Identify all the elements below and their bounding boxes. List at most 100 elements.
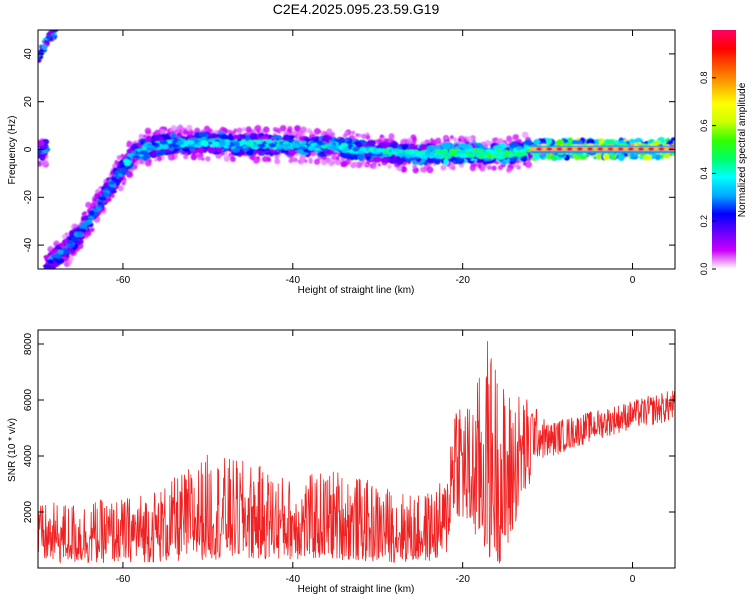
snr-xtick-label: 0 bbox=[630, 574, 636, 585]
spectrogram-core bbox=[283, 143, 292, 148]
spectrogram-halo bbox=[116, 155, 122, 161]
spectrogram-core bbox=[330, 144, 338, 151]
spectrogram-halo bbox=[326, 128, 333, 135]
spectrogram-core bbox=[118, 168, 127, 172]
spectrogram-halo bbox=[177, 124, 184, 130]
spectrogram-halo bbox=[397, 166, 402, 172]
colorbar-tick-label: 0.2 bbox=[699, 215, 709, 228]
spectrogram-core bbox=[307, 145, 315, 151]
spectrogram-halo bbox=[380, 134, 384, 138]
spectrogram-halo bbox=[377, 163, 381, 167]
spectrogram-cell bbox=[654, 153, 661, 161]
spectrogram-halo bbox=[223, 155, 231, 162]
colorbar-tick-label: 0.0 bbox=[699, 263, 709, 276]
spectrogram-cell bbox=[617, 153, 625, 162]
spectrogram-core bbox=[233, 141, 241, 147]
spectrogram-halo bbox=[205, 156, 211, 162]
spectrogram-halo bbox=[440, 164, 447, 171]
spectrogram-cell bbox=[629, 138, 636, 146]
snr-xtick-label: -40 bbox=[286, 574, 301, 585]
spectrogram-alias-cell bbox=[38, 53, 41, 58]
spectrogram-cell bbox=[533, 139, 541, 146]
spectrogram-core bbox=[151, 142, 158, 146]
spectrogram-halo bbox=[63, 261, 69, 267]
spectrogram-cell bbox=[288, 148, 297, 156]
snr-xtick-label: -60 bbox=[116, 574, 131, 585]
spectrogram-halo bbox=[342, 133, 348, 138]
spectrogram-halo bbox=[299, 154, 306, 161]
colorbar-tick-label: 0.8 bbox=[699, 72, 709, 85]
spectrogram-core bbox=[375, 148, 384, 152]
spectrogram-core bbox=[68, 240, 74, 244]
spectrogram-ytick-label: 40 bbox=[23, 48, 34, 60]
spectrogram-halo bbox=[313, 128, 321, 135]
spectrogram-core bbox=[71, 236, 79, 241]
spectrogram-cell bbox=[408, 143, 416, 149]
spectrogram-halo bbox=[294, 125, 301, 132]
spectrogram-halo bbox=[274, 158, 281, 165]
spectrogram-core bbox=[107, 181, 116, 185]
spectrogram-cell bbox=[260, 135, 269, 141]
spectrogram-x-label: Height of straight line (km) bbox=[298, 285, 415, 296]
spectrogram-heatmap bbox=[38, 30, 675, 269]
spectrogram-core bbox=[98, 197, 107, 201]
colorbar-tick-label: 0.6 bbox=[699, 119, 709, 132]
spectrogram-core bbox=[246, 141, 255, 147]
spectrogram-halo bbox=[261, 156, 268, 162]
spectrogram-core bbox=[326, 143, 333, 147]
spectrogram-cell bbox=[508, 157, 518, 162]
spectrogram-core bbox=[57, 249, 64, 255]
colorbar: 0.0 0.2 0.4 0.6 0.8 Normalized spectral ampl… bbox=[699, 30, 748, 275]
spectrogram-tone-peak bbox=[658, 147, 665, 151]
spectrogram-cell bbox=[38, 139, 45, 147]
spectrogram-core bbox=[102, 192, 110, 197]
spectrogram-halo bbox=[85, 201, 92, 209]
spectrogram-halo bbox=[297, 159, 301, 163]
spectrogram-alias-cell bbox=[41, 44, 47, 49]
spectrogram-cell bbox=[520, 156, 527, 162]
spectrogram-cell bbox=[258, 150, 264, 156]
spectrogram-halo bbox=[197, 155, 203, 161]
spectrogram-cell bbox=[220, 134, 228, 141]
spectrogram-halo bbox=[474, 163, 478, 167]
spectrogram-cell bbox=[51, 262, 60, 268]
spectrogram-halo bbox=[272, 127, 278, 132]
spectrogram-halo bbox=[457, 137, 462, 143]
spectrogram-core bbox=[209, 143, 215, 147]
spectrogram-halo bbox=[303, 159, 308, 163]
spectrogram-core bbox=[52, 253, 60, 258]
spectrogram-halo bbox=[419, 166, 426, 173]
spectrogram-cell bbox=[524, 139, 533, 147]
spectrogram-halo bbox=[491, 165, 497, 171]
spectrogram-cell bbox=[585, 138, 595, 146]
spectrogram-tone-peak bbox=[536, 147, 543, 151]
spectrogram-halo bbox=[233, 128, 238, 133]
spectrogram-ytick-label: -40 bbox=[23, 237, 34, 252]
spectrogram-halo bbox=[412, 164, 418, 169]
spectrogram-halo bbox=[230, 156, 236, 163]
spectrogram-halo bbox=[138, 133, 144, 139]
spectrogram-core bbox=[224, 141, 231, 146]
spectrogram-halo bbox=[426, 166, 434, 174]
spectrogram-halo bbox=[186, 124, 193, 131]
spectrogram-core bbox=[352, 146, 360, 152]
spectrogram-halo bbox=[245, 126, 252, 133]
spectrogram-core bbox=[88, 216, 95, 220]
spectrogram-halo bbox=[335, 156, 340, 161]
spectrogram-core bbox=[316, 141, 323, 146]
snr-xtick-label: -20 bbox=[455, 574, 470, 585]
spectrogram-halo bbox=[351, 130, 356, 135]
spectrogram-halo bbox=[190, 154, 197, 161]
spectrogram-halo bbox=[318, 129, 322, 133]
spectrogram-halo bbox=[388, 133, 395, 140]
snr-panel: -60 -40 -20 0 2000 4000 6000 8000 Height of st… bbox=[7, 329, 676, 595]
spectrogram-core bbox=[493, 152, 501, 158]
spectrogram-core bbox=[146, 142, 153, 149]
spectrogram-core bbox=[185, 140, 195, 145]
spectrogram-halo bbox=[308, 157, 313, 162]
spectrogram-x-axis: -60 -40 -20 0 bbox=[116, 30, 636, 286]
spectrogram-cell bbox=[418, 143, 428, 151]
spectrogram-halo bbox=[288, 158, 294, 164]
snr-ytick-label: 2000 bbox=[23, 500, 34, 523]
spectrogram-core bbox=[160, 143, 169, 149]
